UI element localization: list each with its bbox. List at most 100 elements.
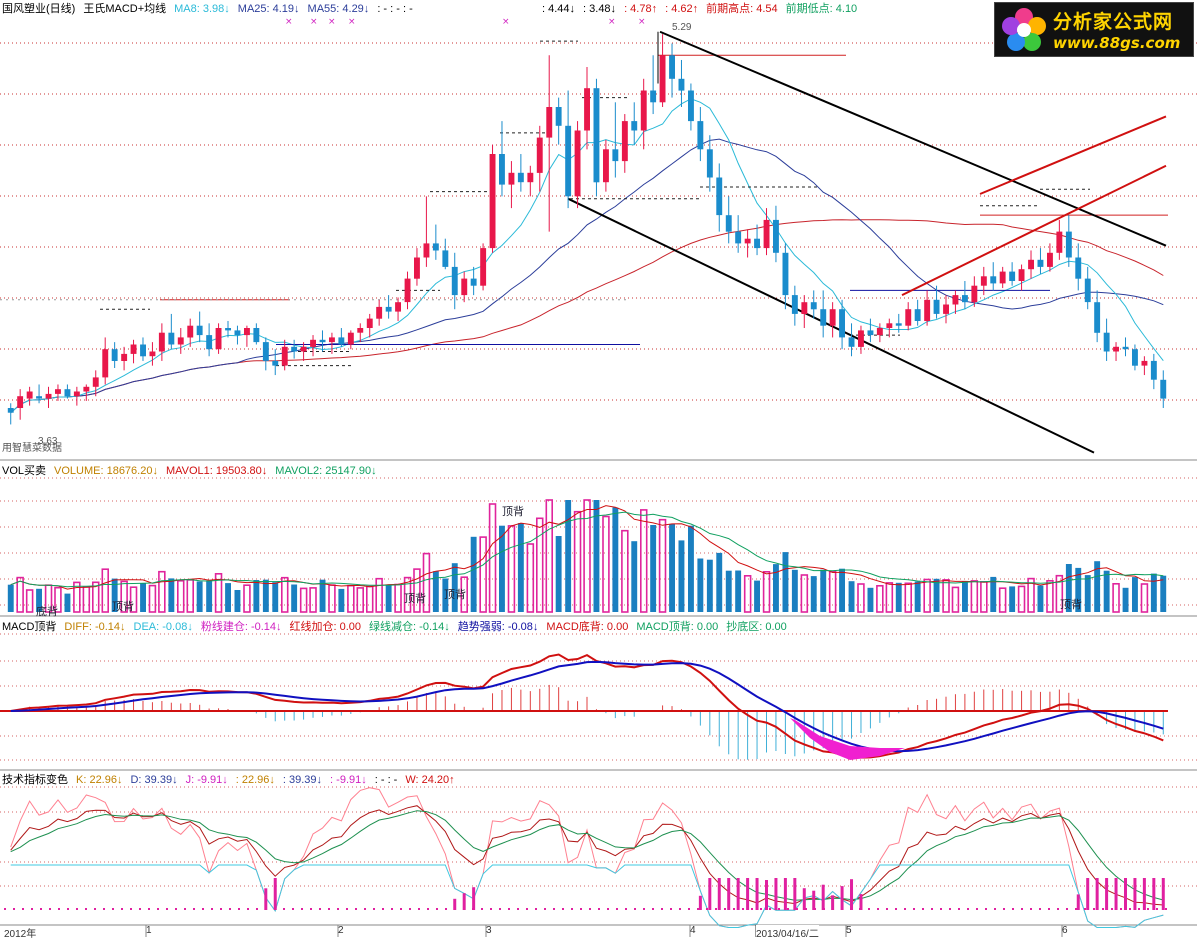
volume-bar — [962, 581, 968, 612]
candle-body — [272, 360, 279, 366]
pink-value: 粉线建仓: -0.14↓ — [200, 621, 282, 633]
kdj-dot — [67, 908, 69, 910]
kdj-dot — [184, 908, 186, 910]
kdj-dot — [877, 908, 879, 910]
volume-bar — [253, 580, 260, 612]
candle-body — [999, 271, 1006, 284]
signal-marker: × — [502, 17, 510, 27]
volume-bar — [980, 580, 988, 613]
kdj-dot — [535, 908, 537, 910]
volume-panel — [7, 499, 1167, 613]
candle-body — [716, 177, 723, 216]
volume-bar — [573, 510, 582, 613]
kdj-dot — [895, 908, 897, 910]
candle-body — [924, 299, 931, 321]
volume-bar — [158, 570, 166, 613]
signal-marker: × — [348, 17, 356, 27]
candle-body — [603, 149, 609, 183]
candle-body — [536, 137, 543, 173]
kdj-dot — [742, 908, 744, 910]
kdj-name[interactable]: 技术指标变色 — [2, 774, 68, 786]
kdj-dot — [130, 908, 132, 910]
time-label-cursor: 2013/04/16/二 — [756, 925, 819, 940]
kdj-dot — [382, 908, 384, 910]
kdj-dot — [571, 908, 573, 910]
kdj-dot — [508, 908, 510, 910]
kdj-dot — [1138, 908, 1140, 910]
candle-body — [839, 309, 845, 338]
kdj-dot — [112, 908, 114, 910]
kdj-dot — [598, 908, 600, 910]
candle-body — [73, 391, 80, 397]
kdj-dot — [1120, 908, 1122, 910]
volume-bar — [225, 583, 231, 612]
volume-bar — [16, 576, 24, 613]
candle-body — [669, 55, 675, 79]
kdj-dot — [652, 908, 654, 910]
kdj-dot — [706, 908, 708, 910]
volume-bar — [867, 587, 874, 612]
candle-body — [83, 386, 90, 392]
volume-bar — [186, 579, 195, 613]
candle-body — [423, 243, 430, 258]
value-1: : 4.44↓ — [542, 3, 576, 15]
volume-bar — [280, 576, 289, 613]
volume-bar — [1037, 585, 1044, 612]
volume-bar — [762, 570, 771, 613]
volume-bar — [206, 581, 213, 612]
mavol2-value: MAVOL2: 25147.90↓ — [275, 465, 377, 477]
candle-body — [338, 337, 345, 345]
volume-bar — [1017, 585, 1026, 613]
candle-body — [262, 342, 269, 361]
candle-body — [158, 332, 165, 352]
volume-bar — [735, 570, 742, 612]
signal-marker: × — [638, 17, 646, 27]
kdj-dot — [562, 908, 564, 910]
volume-bar — [555, 536, 562, 612]
volume-bar — [177, 579, 185, 613]
candle-body — [253, 328, 260, 343]
logo-title: 分析家公式网 — [1053, 11, 1174, 33]
w-value: W: 24.20↑ — [405, 774, 455, 786]
indicator-name[interactable]: 王氏MACD+均线 — [83, 3, 167, 15]
candle-body — [45, 393, 52, 399]
candle-body — [782, 252, 789, 296]
candle-body — [678, 78, 685, 91]
volume-bar — [1160, 575, 1167, 612]
volume-bar — [365, 585, 374, 613]
volume-bar — [299, 587, 308, 613]
candle-body — [7, 408, 14, 413]
macd-name[interactable]: MACD顶背 — [2, 621, 57, 633]
candle-body — [234, 330, 241, 336]
vol-annotation: 顶背 — [502, 506, 524, 518]
candle-body — [215, 328, 222, 350]
j-line — [10, 787, 1164, 928]
time-label: 4 — [690, 925, 696, 936]
candle-body — [791, 295, 798, 314]
candle-body — [395, 302, 401, 312]
kdj-dot — [688, 908, 690, 910]
stock-name[interactable]: 国风塑业(日线) — [2, 3, 76, 15]
volume-bar — [1103, 570, 1110, 612]
kdj-dot — [481, 908, 483, 910]
volume-bar — [499, 525, 505, 612]
candle-body — [1056, 231, 1063, 253]
candle-body — [763, 219, 770, 249]
candle-body — [621, 121, 628, 162]
vol-name[interactable]: VOL买卖 — [2, 465, 47, 477]
candle-body — [848, 337, 855, 347]
candle-body — [527, 172, 534, 183]
candle-body — [905, 309, 912, 326]
candle-body — [735, 231, 742, 244]
site-logo[interactable]: 分析家公式网 www.88gs.com — [994, 2, 1194, 57]
volume-bar — [951, 586, 960, 613]
volume-bar — [413, 568, 421, 613]
k-line — [10, 805, 1164, 906]
time-label: 2012年 — [4, 929, 37, 940]
volume-bar — [743, 574, 752, 613]
dea-line — [10, 660, 1164, 753]
volume-bar — [234, 590, 241, 612]
kdj-dot — [787, 908, 789, 910]
volume-bar — [243, 584, 251, 613]
